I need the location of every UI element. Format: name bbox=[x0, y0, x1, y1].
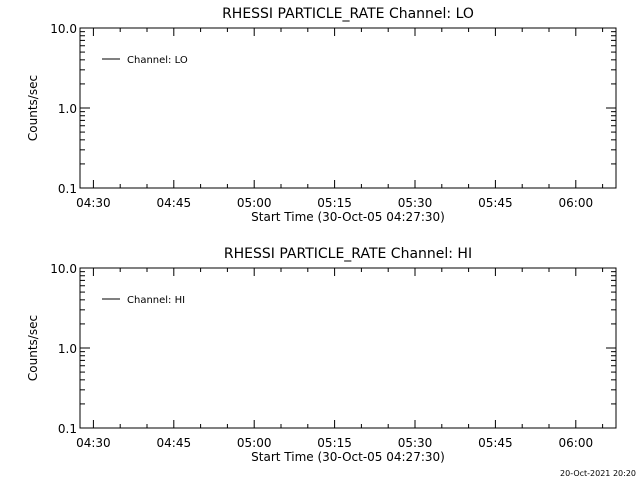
y-tick-label: 1.0 bbox=[58, 342, 77, 356]
x-axis-label: Start Time (30-Oct-05 04:27:30) bbox=[251, 450, 445, 464]
x-tick-label: 04:45 bbox=[157, 196, 192, 210]
legend-label: Channel: HI bbox=[127, 295, 185, 306]
x-tick-label: 06:00 bbox=[559, 436, 594, 450]
generation-timestamp: 20-Oct-2021 20:20 bbox=[560, 469, 636, 478]
y-axis-label: Counts/sec bbox=[26, 75, 40, 141]
x-tick-label: 05:30 bbox=[398, 436, 433, 450]
chart-title: RHESSI PARTICLE_RATE Channel: LO bbox=[222, 6, 474, 22]
x-tick-label: 04:30 bbox=[76, 436, 111, 450]
plot-frame bbox=[79, 27, 617, 189]
x-axis-label: Start Time (30-Oct-05 04:27:30) bbox=[251, 210, 445, 224]
x-tick-label: 05:45 bbox=[478, 436, 513, 450]
panel-hi: RHESSI PARTICLE_RATE Channel: HI 04:30 04:… bbox=[26, 246, 617, 464]
x-tick-label: 05:15 bbox=[317, 436, 352, 450]
x-tick-label: 05:00 bbox=[237, 436, 272, 450]
x-tick-label: 06:00 bbox=[559, 196, 594, 210]
plot-frame bbox=[79, 267, 617, 429]
y-tick-label: 0.1 bbox=[58, 182, 77, 196]
legend-label: Channel: LO bbox=[127, 55, 188, 66]
x-tick-label: 05:30 bbox=[398, 196, 433, 210]
chart-title: RHESSI PARTICLE_RATE Channel: HI bbox=[224, 246, 472, 262]
y-tick-label: 10.0 bbox=[50, 262, 77, 276]
y-tick-label: 0.1 bbox=[58, 422, 77, 436]
x-tick-label: 04:30 bbox=[76, 196, 111, 210]
y-axis-label: Counts/sec bbox=[26, 315, 40, 381]
x-tick-label: 05:15 bbox=[317, 196, 352, 210]
y-tick-label: 10.0 bbox=[50, 22, 77, 36]
y-tick-label: 1.0 bbox=[58, 102, 77, 116]
x-tick-label: 05:45 bbox=[478, 196, 513, 210]
panel-lo: RHESSI PARTICLE_RATE Channel: LO 04:30 04:… bbox=[26, 6, 617, 224]
x-tick-label: 05:00 bbox=[237, 196, 272, 210]
x-tick-label: 04:45 bbox=[157, 436, 192, 450]
